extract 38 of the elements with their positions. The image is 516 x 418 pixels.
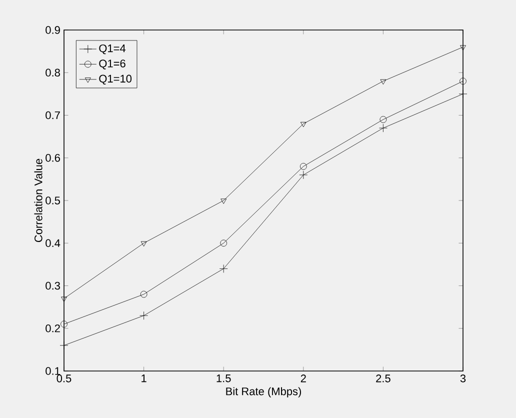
point [140, 311, 148, 320]
y-tick-label: 0.8 [46, 68, 60, 77]
point [300, 122, 306, 128]
x-tick-label: 3 [460, 374, 466, 382]
point [460, 45, 466, 50]
x-tick-label: 0.5 [56, 374, 72, 382]
point [299, 170, 308, 180]
point [60, 341, 68, 350]
point [140, 290, 148, 298]
x-tick-label: 2.5 [376, 374, 390, 382]
y-tick-label: 0.7 [46, 111, 60, 120]
point [220, 198, 227, 204]
y-tick-label: 0.1 [46, 367, 60, 375]
y-tick-label: 0.2 [46, 324, 60, 332]
point [61, 296, 67, 302]
x-tick-label: 1.5 [216, 374, 231, 382]
x-tick-label: 1 [142, 374, 146, 382]
legend-label: Q1=4 [99, 44, 126, 54]
point [140, 241, 147, 247]
y-tick-label: 0.6 [46, 154, 60, 162]
point [460, 78, 466, 85]
y-tick-label: 0.5 [46, 196, 60, 204]
point [219, 264, 228, 273]
point [300, 163, 307, 170]
point [380, 116, 387, 123]
point [220, 240, 227, 247]
legend-label: Q1=10 [99, 74, 132, 85]
point [60, 320, 68, 328]
x-tick-label: 2 [300, 374, 306, 382]
point [380, 79, 386, 85]
legend-label: Q1=6 [99, 60, 126, 70]
x-axis-title: Bit Rate (Mbps) [226, 387, 302, 398]
y-tick-label: 0.9 [46, 26, 60, 34]
y-tick-label: 0.4 [46, 239, 60, 248]
point [458, 90, 468, 98]
point [379, 124, 388, 132]
y-tick-label: 0.3 [46, 282, 60, 290]
y-axis-title: Correlation Value [34, 158, 42, 242]
